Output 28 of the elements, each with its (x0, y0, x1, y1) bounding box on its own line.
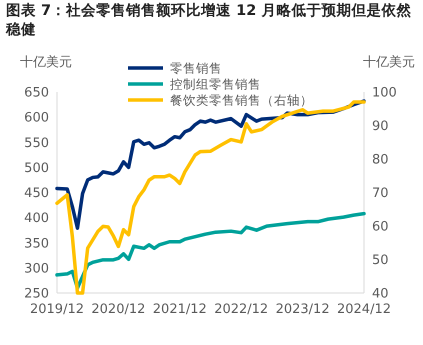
legend-label: 控制组零售销售 (170, 76, 261, 92)
x-tick-label: 2020/12 (91, 302, 146, 317)
y-tick-label: 500 (24, 160, 49, 176)
x-tick-label: 2023/12 (276, 302, 330, 317)
x-tick-label: 2021/12 (152, 302, 207, 317)
y2-tick-label: 70 (372, 186, 389, 201)
x-tick-label: 2024/12 (336, 302, 392, 317)
y2-tick-label: 90 (372, 119, 389, 134)
y2-tick-label: 80 (372, 152, 389, 168)
y2-tick-label: 100 (372, 86, 397, 100)
y-tick-label: 300 (24, 261, 49, 276)
y-tick-label: 650 (24, 86, 49, 100)
y-axis-title: 十亿美元 (20, 54, 72, 70)
y-tick-label: 600 (24, 110, 49, 126)
y-tick-label: 450 (24, 186, 49, 201)
y-tick-label: 400 (24, 211, 49, 226)
y-tick-label: 550 (24, 136, 49, 151)
legend-label: 零售销售 (170, 60, 222, 76)
y2-tick-label: 60 (372, 220, 389, 234)
legend-label: 餐饮类零售销售（右轴） (170, 92, 313, 108)
y2-axis-title: 十亿美元 (363, 54, 415, 70)
y-tick-label: 350 (24, 236, 49, 252)
title: 图表 7：社会零售销售额环比增速 12 月略低于预期但是依然稳健 (6, 2, 412, 40)
x-tick-label: 2022/12 (214, 302, 268, 317)
y2-tick-label: 40 (372, 286, 389, 302)
x-tick-label: 2019/12 (30, 302, 84, 317)
y2-tick-label: 50 (372, 253, 389, 268)
y-tick-label: 250 (24, 286, 49, 302)
